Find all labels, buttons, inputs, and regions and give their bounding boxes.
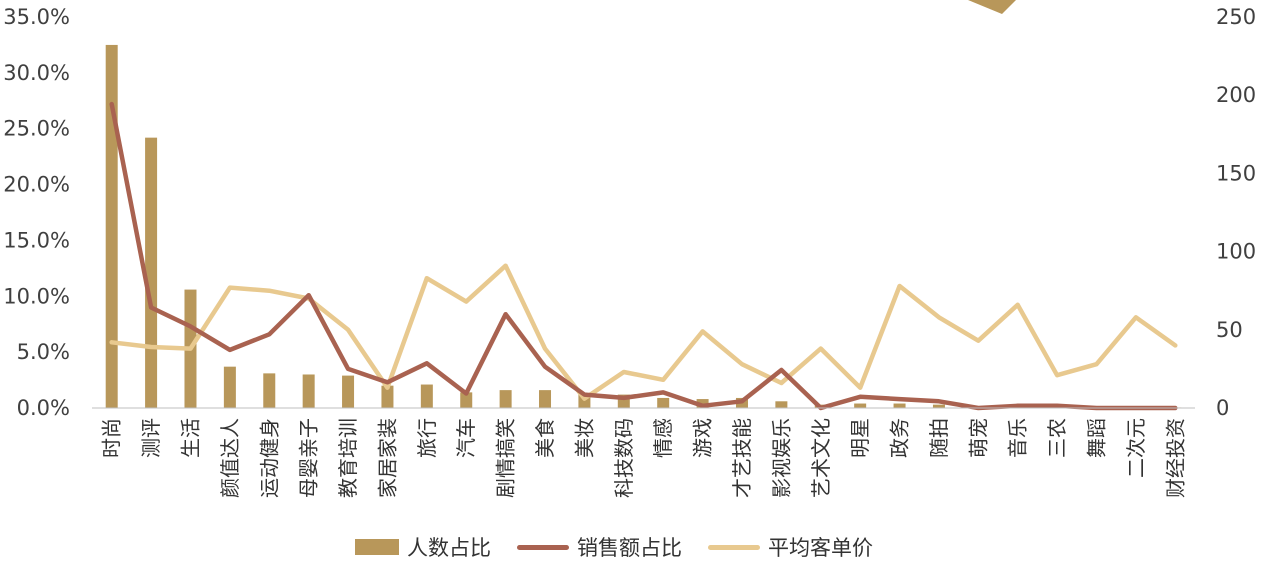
left-axis-ticks: 0.0% 5.0% 10.0% 15.0% 20.0% 25.0% 30.0% 35.0%: [3, 5, 70, 420]
legend-label: 人数占比: [407, 536, 491, 560]
bar: [499, 390, 512, 408]
category-label: 运动健身: [257, 418, 281, 498]
category-label: 情感: [651, 418, 675, 458]
series-line: [109, 101, 1178, 411]
legend: 人数占比 销售额占比 平均客单价: [355, 532, 899, 562]
category-label: 美妆: [572, 418, 596, 458]
category-label: 萌宠: [966, 418, 990, 458]
category-label: 教育培训: [336, 418, 360, 498]
left-tick-label: 20.0%: [3, 173, 70, 197]
legend-swatch-bar: [355, 539, 399, 555]
category-label: 政务: [888, 418, 912, 458]
category-label: 美食: [533, 418, 557, 458]
bar: [223, 366, 236, 408]
category-label: 科技数码: [612, 418, 636, 498]
category-label: 艺术文化: [809, 418, 833, 498]
left-tick-label: 30.0%: [3, 61, 70, 85]
right-tick-label: 0: [1216, 396, 1229, 420]
category-label: 影视娱乐: [769, 418, 793, 498]
category-label: 测评: [139, 418, 163, 458]
legend-swatch-sales: [517, 544, 569, 550]
bar: [105, 44, 118, 409]
right-tick-label: 200: [1216, 83, 1256, 107]
left-tick-label: 10.0%: [3, 284, 70, 308]
category-label: 旅行: [415, 418, 439, 458]
category-label: 三农: [1045, 418, 1069, 458]
corner-shape-icon: [968, 0, 1016, 14]
left-tick-label: 15.0%: [3, 228, 70, 252]
category-label: 游戏: [691, 418, 715, 458]
category-label: 才艺技能: [730, 418, 754, 498]
left-tick-label: 35.0%: [3, 5, 70, 29]
right-tick-label: 150: [1216, 161, 1256, 185]
left-tick-label: 25.0%: [3, 117, 70, 141]
right-tick-label: 100: [1216, 240, 1256, 264]
category-label: 剧情搞笑: [494, 418, 518, 498]
category-label: 汽车: [454, 418, 478, 458]
category-label: 明星: [848, 418, 872, 458]
left-tick-label: 0.0%: [17, 396, 70, 420]
bar: [263, 373, 276, 408]
legend-label: 平均客单价: [768, 536, 873, 560]
right-axis-ticks: 0 50 100 150 200 250: [1216, 5, 1256, 420]
category-label: 家居家装: [375, 418, 399, 498]
legend-label: 销售额占比: [577, 536, 682, 560]
bar: [854, 403, 867, 408]
bar: [657, 397, 670, 408]
category-label: 财经投资: [1163, 418, 1187, 498]
bar: [893, 403, 906, 408]
category-label: 舞蹈: [1085, 418, 1109, 458]
series-line: [109, 263, 1178, 401]
category-label: 音乐: [1006, 418, 1030, 458]
left-tick-label: 5.0%: [17, 340, 70, 364]
bar: [342, 375, 355, 408]
bar: [460, 392, 473, 408]
legend-item-sales: 销售额占比: [517, 532, 682, 562]
category-label: 生活: [178, 418, 202, 458]
category-label: 颜值达人: [218, 418, 242, 498]
legend-item-price: 平均客单价: [708, 532, 873, 562]
bar: [145, 137, 158, 408]
legend-swatch-price: [708, 544, 760, 550]
bar: [932, 404, 945, 408]
line-series: [109, 101, 1178, 411]
category-label: 二次元: [1124, 418, 1148, 478]
bar: [420, 384, 433, 408]
category-label: 随拍: [927, 418, 951, 458]
bar: [539, 390, 552, 408]
bar-series: [105, 44, 1182, 409]
right-tick-label: 50: [1216, 318, 1243, 342]
right-tick-label: 250: [1216, 5, 1256, 29]
bar: [775, 401, 788, 408]
category-label: 母婴亲子: [297, 418, 321, 498]
bar: [302, 374, 315, 408]
category-label: 时尚: [100, 418, 124, 458]
bar: [381, 385, 394, 408]
category-labels: 时尚 测评 生活 颜值达人 运动健身 母婴亲子 教育培训 家居家装 旅行 汽车 剧情搞笑 美食 美妆 科技…: [100, 418, 1188, 498]
legend-item-bar: 人数占比: [355, 532, 491, 562]
